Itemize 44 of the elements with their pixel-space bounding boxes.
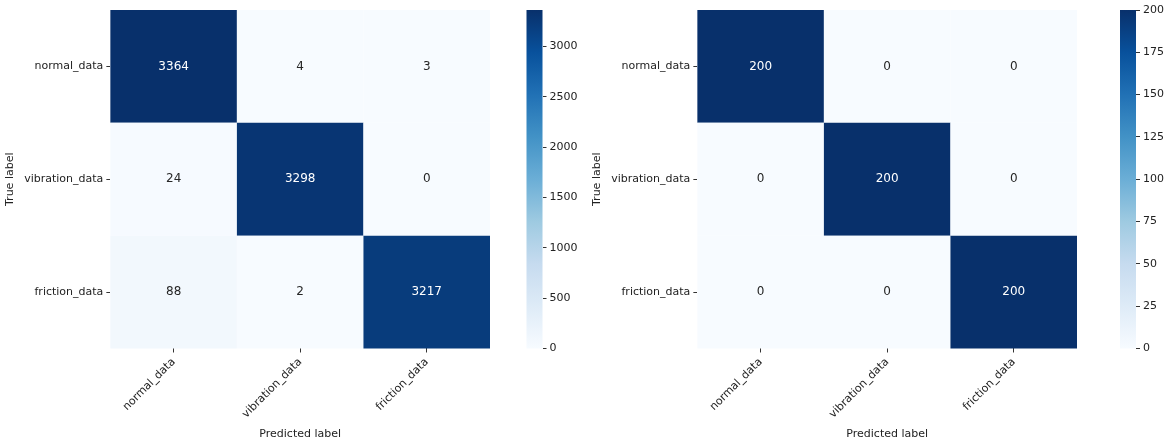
y-tick-label: friction_data (34, 284, 104, 298)
color-bar-label: 175 (1143, 45, 1164, 59)
color-bar-label: 3000 (549, 39, 578, 53)
data-label: 0 (883, 58, 891, 73)
x-axis-title: Predicted label (846, 427, 929, 441)
data-label: 88 (165, 284, 182, 299)
x-axis-title: Predicted label (259, 427, 342, 441)
color-bar-label: 2000 (549, 140, 578, 154)
data-label: 24 (165, 171, 182, 186)
data-label: 0 (883, 284, 891, 299)
color-bar-label: 25 (1143, 299, 1157, 313)
data-label: 200 (875, 171, 899, 186)
data-label: 4 (296, 58, 304, 73)
y-tick-label: vibration_data (24, 172, 104, 186)
color-bar-label: 100 (1143, 172, 1164, 186)
color-bar-label: 50 (1143, 256, 1157, 270)
data-label: 3298 (284, 171, 316, 186)
color-bar-label: 200 (1143, 2, 1164, 16)
color-bar-label: 2500 (549, 89, 578, 103)
data-label: 200 (1002, 284, 1026, 299)
y-axis-title: True label (590, 152, 604, 207)
data-label: 0 (1009, 58, 1018, 73)
y-tick-label: friction_data (621, 284, 691, 298)
color-bar-label: 150 (1143, 87, 1164, 101)
y-tick-label: normal_data (621, 59, 691, 73)
color-bar-label: 125 (1143, 129, 1164, 143)
color-bar-label: 500 (549, 291, 571, 305)
data-label: 0 (1009, 171, 1018, 186)
color-bar-label: 1500 (549, 190, 578, 204)
data-label: 0 (422, 171, 431, 186)
data-label: 200 (749, 58, 773, 73)
color-bar-label: 75 (1143, 214, 1157, 228)
data-label: 3364 (158, 58, 189, 73)
data-label: 2 (296, 284, 304, 299)
color-bar-label: 1000 (549, 240, 578, 254)
y-tick-label: vibration_data (611, 172, 691, 186)
data-label: 0 (756, 171, 765, 186)
data-label: 3217 (411, 284, 442, 299)
y-tick-label: normal_data (34, 59, 104, 73)
data-label: 3 (422, 58, 431, 73)
y-axis-title: True label (3, 152, 17, 207)
data-label: 0 (756, 284, 765, 299)
color-bar-label: 0 (549, 341, 557, 355)
color-bar-label: 0 (1143, 341, 1150, 355)
